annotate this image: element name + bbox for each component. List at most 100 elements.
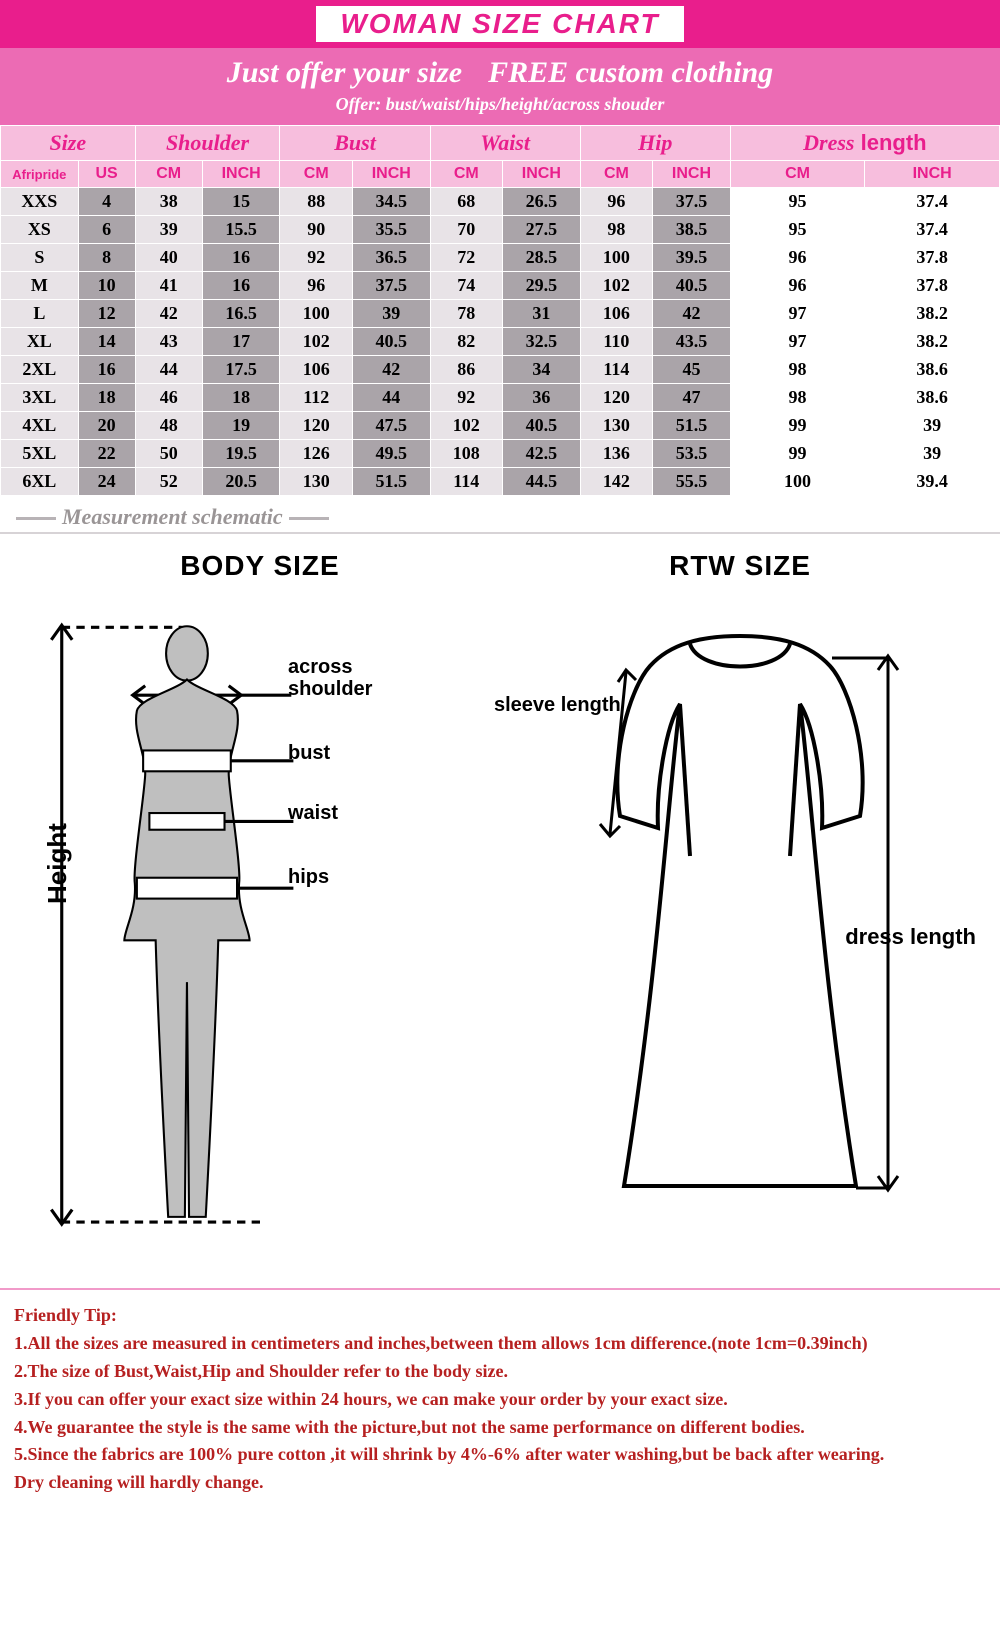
cell-hi_cm: 110 bbox=[580, 328, 652, 356]
cell-hi_in: 43.5 bbox=[653, 328, 731, 356]
table-row: L124216.5100397831106429738.2 bbox=[1, 300, 1000, 328]
cell-bu_cm: 130 bbox=[280, 468, 352, 496]
cell-hi_cm: 96 bbox=[580, 188, 652, 216]
cell-dl_cm: 98 bbox=[730, 384, 865, 412]
cell-dl_in: 38.2 bbox=[865, 328, 1000, 356]
cell-hi_in: 40.5 bbox=[653, 272, 731, 300]
cell-bu_cm: 120 bbox=[280, 412, 352, 440]
cell-dl_cm: 96 bbox=[730, 244, 865, 272]
cell-bu_cm: 126 bbox=[280, 440, 352, 468]
cell-us: 14 bbox=[78, 328, 135, 356]
cell-wa_cm: 102 bbox=[430, 412, 502, 440]
cell-bu_in: 42 bbox=[352, 356, 430, 384]
cell-hi_in: 47 bbox=[653, 384, 731, 412]
body-size-title: BODY SIZE bbox=[20, 550, 500, 582]
cell-us: 24 bbox=[78, 468, 135, 496]
cell-bu_cm: 88 bbox=[280, 188, 352, 216]
cell-dl_cm: 98 bbox=[730, 356, 865, 384]
cell-wa_in: 42.5 bbox=[503, 440, 581, 468]
cell-hi_in: 53.5 bbox=[653, 440, 731, 468]
label-bust: bust bbox=[288, 742, 330, 765]
cell-size: 3XL bbox=[1, 384, 79, 412]
cell-dl_cm: 99 bbox=[730, 412, 865, 440]
cell-bu_cm: 92 bbox=[280, 244, 352, 272]
cell-dl_cm: 97 bbox=[730, 328, 865, 356]
cell-wa_in: 40.5 bbox=[503, 412, 581, 440]
unit-wa-cm: CM bbox=[430, 161, 502, 188]
cell-hi_cm: 130 bbox=[580, 412, 652, 440]
cell-wa_cm: 70 bbox=[430, 216, 502, 244]
cell-hi_cm: 142 bbox=[580, 468, 652, 496]
cell-size: M bbox=[1, 272, 79, 300]
cell-wa_cm: 82 bbox=[430, 328, 502, 356]
cell-bu_in: 47.5 bbox=[352, 412, 430, 440]
cell-sh_cm: 39 bbox=[135, 216, 202, 244]
cell-sh_in: 17.5 bbox=[202, 356, 280, 384]
table-row: XS63915.59035.57027.59838.59537.4 bbox=[1, 216, 1000, 244]
tips-heading: Friendly Tip: bbox=[14, 1302, 986, 1330]
table-row: M1041169637.57429.510240.59637.8 bbox=[1, 272, 1000, 300]
cell-sh_cm: 48 bbox=[135, 412, 202, 440]
cell-sh_cm: 42 bbox=[135, 300, 202, 328]
cell-hi_in: 51.5 bbox=[653, 412, 731, 440]
label-across-shoulder: across shoulder bbox=[288, 656, 372, 700]
cell-sh_in: 19 bbox=[202, 412, 280, 440]
title-banner: WOMAN SIZE CHART bbox=[0, 0, 1000, 48]
cell-wa_cm: 86 bbox=[430, 356, 502, 384]
cell-sh_cm: 43 bbox=[135, 328, 202, 356]
cell-wa_in: 44.5 bbox=[503, 468, 581, 496]
cell-us: 16 bbox=[78, 356, 135, 384]
cell-dl_in: 37.4 bbox=[865, 188, 1000, 216]
cell-hi_cm: 136 bbox=[580, 440, 652, 468]
cell-us: 4 bbox=[78, 188, 135, 216]
tip-line: 2.The size of Bust,Waist,Hip and Shoulde… bbox=[14, 1358, 986, 1386]
cell-size: L bbox=[1, 300, 79, 328]
cell-hi_cm: 106 bbox=[580, 300, 652, 328]
unit-header-row: Afripride US CM INCH CM INCH CM INCH CM … bbox=[1, 161, 1000, 188]
body-size-diagram: BODY SIZE bbox=[20, 544, 500, 1288]
cell-dl_in: 38.6 bbox=[865, 384, 1000, 412]
cell-size: 5XL bbox=[1, 440, 79, 468]
cell-us: 20 bbox=[78, 412, 135, 440]
cell-bu_cm: 102 bbox=[280, 328, 352, 356]
cell-bu_cm: 90 bbox=[280, 216, 352, 244]
cell-bu_cm: 100 bbox=[280, 300, 352, 328]
label-waist: waist bbox=[288, 802, 338, 825]
cell-sh_cm: 38 bbox=[135, 188, 202, 216]
cell-us: 18 bbox=[78, 384, 135, 412]
cell-bu_in: 35.5 bbox=[352, 216, 430, 244]
subheading: Just offer your sizeFREE custom clothing… bbox=[0, 48, 1000, 125]
label-height: Height bbox=[42, 823, 73, 904]
cell-bu_in: 37.5 bbox=[352, 272, 430, 300]
cell-hi_in: 38.5 bbox=[653, 216, 731, 244]
cell-sh_in: 20.5 bbox=[202, 468, 280, 496]
size-chart-table: Size Shoulder Bust Waist Hip Dress lengt… bbox=[0, 125, 1000, 496]
cell-dl_cm: 99 bbox=[730, 440, 865, 468]
tip-line: 1.All the sizes are measured in centimet… bbox=[14, 1330, 986, 1358]
cell-size: 6XL bbox=[1, 468, 79, 496]
table-row: 5XL225019.512649.510842.513653.59939 bbox=[1, 440, 1000, 468]
unit-bu-in: INCH bbox=[352, 161, 430, 188]
cell-dl_cm: 95 bbox=[730, 216, 865, 244]
label-hips: hips bbox=[288, 866, 329, 889]
tip-line: 3.If you can offer your exact size withi… bbox=[14, 1386, 986, 1414]
cell-wa_in: 34 bbox=[503, 356, 581, 384]
unit-wa-in: INCH bbox=[503, 161, 581, 188]
cell-wa_in: 32.5 bbox=[503, 328, 581, 356]
cell-size: 2XL bbox=[1, 356, 79, 384]
cell-wa_cm: 92 bbox=[430, 384, 502, 412]
table-row: 4XL20481912047.510240.513051.59939 bbox=[1, 412, 1000, 440]
cell-wa_in: 27.5 bbox=[503, 216, 581, 244]
body-figure-svg bbox=[20, 596, 500, 1264]
cell-bu_in: 34.5 bbox=[352, 188, 430, 216]
cell-hi_in: 37.5 bbox=[653, 188, 731, 216]
title-text: WOMAN SIZE CHART bbox=[312, 2, 687, 46]
cell-size: XXS bbox=[1, 188, 79, 216]
unit-us: US bbox=[78, 161, 135, 188]
subhead-line1: Just offer your sizeFREE custom clothing bbox=[4, 56, 996, 90]
dress-figure-svg bbox=[500, 596, 980, 1236]
cell-us: 22 bbox=[78, 440, 135, 468]
cell-sh_in: 16 bbox=[202, 272, 280, 300]
cell-bu_in: 39 bbox=[352, 300, 430, 328]
rtw-size-title: RTW SIZE bbox=[500, 550, 980, 582]
